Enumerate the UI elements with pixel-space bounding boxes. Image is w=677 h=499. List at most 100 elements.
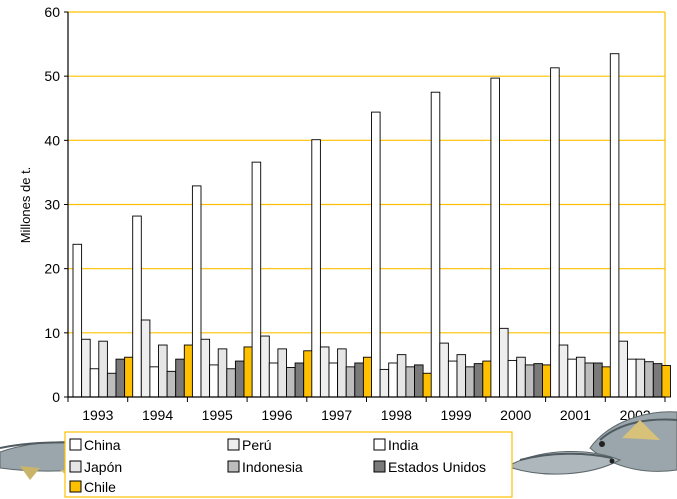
legend-swatch-chile <box>69 480 82 493</box>
bar-indonesia-1993 <box>106 372 117 398</box>
bar-japon-1996 <box>277 348 287 398</box>
y-tick-label: 0 <box>52 389 60 405</box>
bar-peru-1996 <box>260 335 270 398</box>
bar-india-2000 <box>507 359 518 398</box>
bar-peru-1995 <box>200 338 211 398</box>
bar-indonesia-1999 <box>465 366 475 398</box>
bar-china-1996 <box>251 161 262 398</box>
x-tick-label: 1995 <box>202 407 233 423</box>
legend-item-indonesia: Indonesia <box>227 459 303 475</box>
bar-estados-unidos-1997 <box>354 362 364 398</box>
bar-indonesia-1996 <box>286 367 296 398</box>
bar-india-1998 <box>388 362 398 398</box>
bar-china-2000 <box>490 77 500 398</box>
bar-india-1995 <box>209 364 219 398</box>
legend-item-peru: Perú <box>227 437 272 453</box>
legend-item-chile: Chile <box>69 479 116 495</box>
legend-item-china: China <box>69 437 121 453</box>
x-tick-label: 1993 <box>82 407 113 423</box>
bar-chile-1998 <box>422 372 433 398</box>
legend-swatch-peru <box>227 438 240 451</box>
bar-china-1999 <box>430 91 441 398</box>
bar-india-1999 <box>447 360 458 398</box>
y-tick-label: 60 <box>44 4 60 20</box>
x-tick-label: 1994 <box>142 407 173 423</box>
legend-label-japon: Japón <box>84 459 122 475</box>
bar-peru-1993 <box>81 338 91 398</box>
bar-japon-1993 <box>98 340 108 398</box>
legend-swatch-china <box>69 438 82 451</box>
bar-peru-2000 <box>499 327 509 398</box>
bar-japon-2002 <box>635 358 646 398</box>
bar-china-1993 <box>72 243 83 398</box>
legend-swatch-indonesia <box>227 460 240 473</box>
axes: 0 10 20 30 40 50 60 1993 1994 1995 1996 1997 1998 199… <box>44 4 666 423</box>
legend-item-japon: Japón <box>69 459 122 475</box>
bar-peru-2001 <box>558 344 569 398</box>
gridlines <box>68 11 666 397</box>
bar-chile-1995 <box>243 346 254 398</box>
bar-indonesia-2001 <box>584 362 595 398</box>
y-tick-label: 10 <box>44 325 60 341</box>
bar-estados-unidos-1993 <box>115 358 126 398</box>
bar-chile-1999 <box>482 360 492 398</box>
bar-estados-unidos-2001 <box>593 362 603 398</box>
bar-peru-1994 <box>140 319 151 398</box>
bar-estados-unidos-1994 <box>175 358 185 398</box>
y-tick-label: 50 <box>44 68 60 84</box>
bar-estados-unidos-1999 <box>473 363 484 398</box>
legend-swatch-estados-unidos <box>373 460 386 473</box>
bar-peru-2002 <box>618 340 628 398</box>
bar-japon-1997 <box>337 348 347 398</box>
bar-china-2001 <box>550 67 560 398</box>
bar-india-2001 <box>567 358 577 398</box>
bar-peru-1998 <box>379 368 390 398</box>
legend-label-china: China <box>84 437 121 453</box>
bar-india-2002 <box>627 358 637 398</box>
bar-china-1995 <box>191 185 202 398</box>
bar-india-1996 <box>268 362 279 398</box>
bar-indonesia-1994 <box>166 370 177 398</box>
legend-item-india: India <box>373 437 419 453</box>
bar-japon-1998 <box>396 354 407 398</box>
bar-indonesia-2000 <box>524 364 535 398</box>
bars <box>72 53 671 398</box>
legend-swatch-japon <box>69 460 82 473</box>
bar-indonesia-1995 <box>226 368 236 398</box>
bar-china-1998 <box>371 111 381 398</box>
legend-box <box>64 431 513 498</box>
y-tick-label: 20 <box>44 261 60 277</box>
bar-indonesia-2002 <box>644 361 654 398</box>
bar-india-1997 <box>328 362 339 398</box>
bar-peru-1999 <box>439 342 449 398</box>
y-tick-label: 30 <box>44 197 60 213</box>
legend-label-chile: Chile <box>84 479 116 495</box>
bar-chile-2000 <box>542 364 552 398</box>
legend: China Perú India Japón Indonesia Estados… <box>64 431 513 498</box>
x-tick-label: 1997 <box>321 407 352 423</box>
bar-china-2002 <box>609 53 620 398</box>
bar-chile-1996 <box>303 350 313 398</box>
legend-label-estados-unidos: Estados Unidos <box>388 459 486 475</box>
legend-label-indonesia: Indonesia <box>242 459 303 475</box>
x-tick-label: 1996 <box>261 407 292 423</box>
bar-peru-1997 <box>319 346 330 398</box>
bar-japon-1999 <box>456 354 467 398</box>
bar-indonesia-1997 <box>345 366 356 398</box>
bar-chile-1994 <box>183 344 194 398</box>
bar-estados-unidos-1995 <box>234 360 245 398</box>
legend-swatch-india <box>373 438 386 451</box>
bar-india-1993 <box>89 368 100 398</box>
bar-china-1997 <box>311 139 321 398</box>
x-tick-label: 1998 <box>381 407 412 423</box>
x-tick-label: 2001 <box>560 407 591 423</box>
legend-label-india: India <box>388 437 419 453</box>
bar-estados-unidos-2002 <box>652 363 663 398</box>
bar-estados-unidos-1998 <box>414 364 424 398</box>
bar-china-1994 <box>132 215 142 398</box>
legend-label-peru: Perú <box>242 437 272 453</box>
bar-indonesia-1998 <box>405 366 415 398</box>
x-tick-label: 1999 <box>440 407 471 423</box>
bar-japon-1995 <box>217 348 228 398</box>
